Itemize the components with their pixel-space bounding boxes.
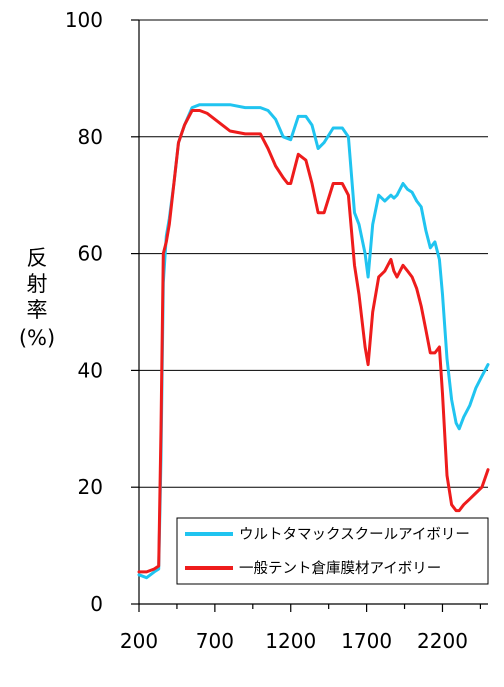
y-tick-label-40: 40 <box>78 358 103 382</box>
legend-label-2: 一般テント倉庫膜材アイボリー <box>239 560 441 577</box>
y-tick-label-20: 20 <box>78 475 103 499</box>
axes <box>131 19 488 612</box>
y-tick-label-80: 80 <box>78 125 103 149</box>
y-label-part-2: 率 <box>27 298 48 322</box>
y-tick-labels: 0 20 40 60 80 100 <box>65 8 103 616</box>
y-tick-label-60: 60 <box>78 242 103 266</box>
x-tick-label-700: 700 <box>196 629 234 653</box>
y-label-part-1: 射 <box>27 272 48 296</box>
series-line-2 <box>137 109 490 574</box>
x-tick-labels: 200 700 1200 1700 2200 <box>120 629 468 653</box>
series-lines <box>137 103 490 580</box>
legend-box <box>176 517 489 585</box>
y-tick-label-100: 100 <box>65 8 103 32</box>
y-label-part-3: (%) <box>19 326 55 350</box>
y-label-part-0: 反 <box>27 246 48 270</box>
x-tick-label-200: 200 <box>120 629 158 653</box>
legend-label-1: ウルトタマックスクールアイボリー <box>239 526 470 543</box>
x-tick-label-2200: 2200 <box>417 629 468 653</box>
x-tick-label-1700: 1700 <box>341 629 392 653</box>
y-tick-label-0: 0 <box>90 592 103 616</box>
x-tick-label-1200: 1200 <box>265 629 316 653</box>
y-axis-label: 反射率 (%) <box>19 246 55 350</box>
